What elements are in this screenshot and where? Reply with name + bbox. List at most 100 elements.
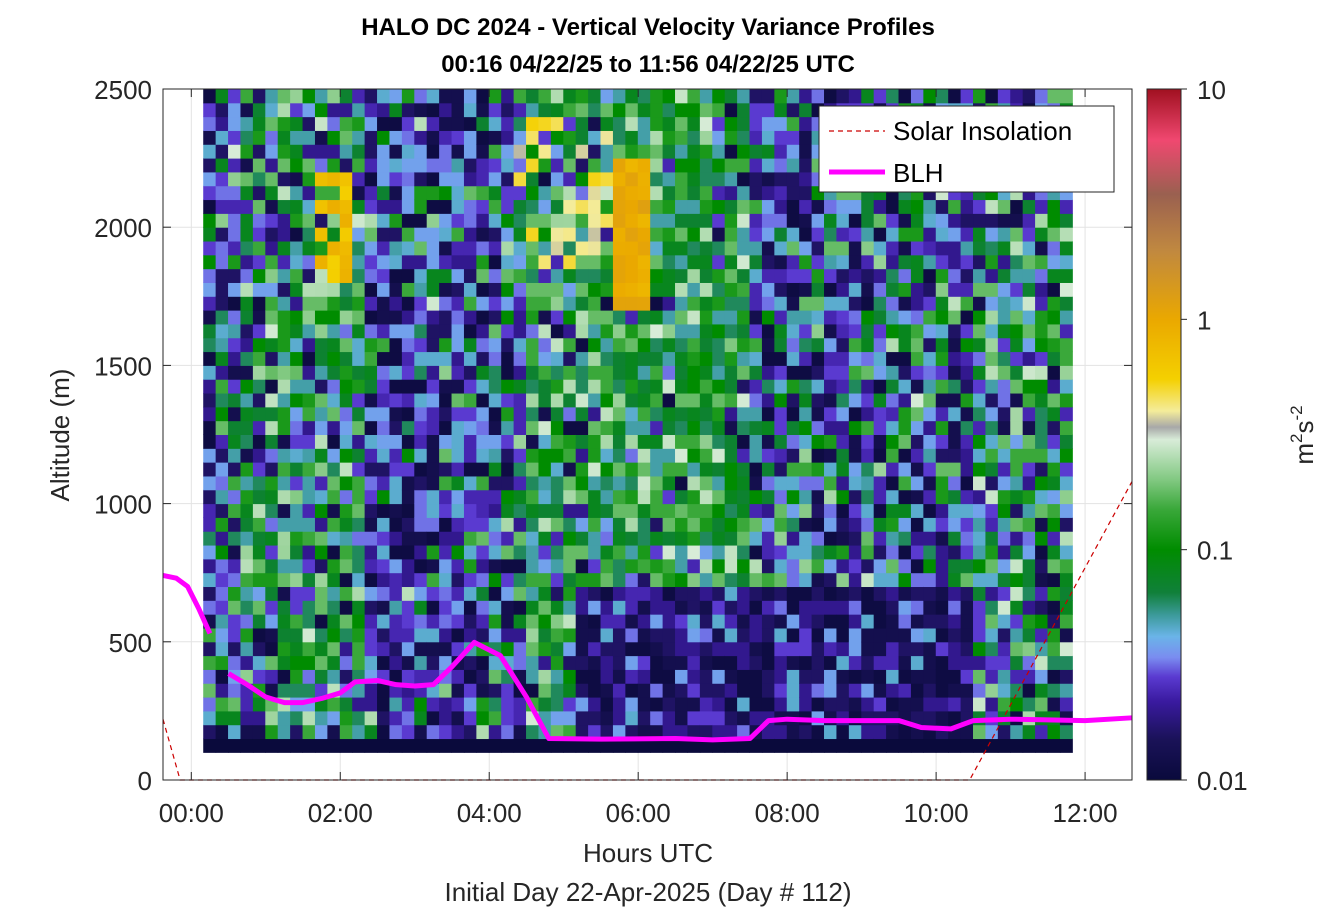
heatmap-cell [662, 130, 676, 145]
heatmap-cell [687, 268, 701, 283]
heatmap-cell [948, 393, 962, 408]
heatmap-cell [501, 296, 515, 311]
heatmap-cell [910, 337, 924, 353]
heatmap-cell [724, 158, 738, 173]
heatmap-cell [910, 420, 924, 435]
heatmap-cell [538, 697, 552, 712]
heatmap-cell [290, 323, 304, 339]
heatmap-cell [240, 517, 254, 532]
heatmap-cell [451, 406, 465, 422]
heatmap-cell [1022, 600, 1036, 615]
heatmap-cell [799, 89, 813, 104]
heatmap-cell [898, 89, 912, 104]
heatmap-cell [1022, 393, 1036, 408]
heatmap-cell [1047, 365, 1061, 380]
heatmap-cell [749, 310, 763, 325]
heatmap-cell [364, 158, 378, 173]
heatmap-cell [389, 558, 403, 574]
heatmap-cell [923, 669, 937, 684]
heatmap-cell [290, 572, 304, 588]
heatmap-cell [352, 171, 366, 187]
heatmap-cell [662, 683, 676, 698]
heatmap-cell [240, 586, 254, 601]
heatmap-cell [538, 558, 552, 574]
heatmap-cell [277, 310, 291, 325]
heatmap-cell [513, 158, 527, 173]
heatmap-cell [612, 296, 626, 311]
heatmap-cell [749, 683, 763, 698]
heatmap-cell [1022, 323, 1036, 339]
heatmap-cell [476, 282, 490, 297]
heatmap-cell [588, 393, 602, 408]
heatmap-cell [836, 323, 850, 339]
heatmap-cell [724, 130, 738, 145]
heatmap-cell [650, 310, 664, 325]
heatmap-cell [824, 545, 837, 560]
heatmap-cell [414, 669, 428, 684]
chart-subtitle: 00:16 04/22/25 to 11:56 04/22/25 UTC [441, 51, 855, 78]
heatmap-cell [302, 641, 316, 657]
heatmap-cell [389, 158, 403, 173]
heatmap-cell [774, 310, 788, 325]
heatmap-cell [203, 144, 217, 159]
heatmap-cell [277, 531, 291, 546]
heatmap-cell [960, 448, 974, 463]
heatmap-cell [824, 227, 837, 242]
heatmap-cell [948, 641, 962, 657]
heatmap-cell [749, 199, 763, 214]
heatmap-cell [687, 213, 701, 228]
heatmap-cell [302, 724, 316, 740]
heatmap-cell [463, 586, 477, 601]
heatmap-cell [377, 489, 390, 505]
heatmap-cell [364, 185, 378, 201]
heatmap-cell [923, 434, 937, 449]
heatmap-cell [538, 406, 552, 422]
heatmap-cell [910, 531, 924, 546]
heatmap-cell [389, 89, 403, 104]
heatmap-cell [488, 241, 502, 256]
heatmap-cell [848, 614, 862, 629]
colorbar-label-base: m [1289, 443, 1319, 465]
heatmap-cell [240, 614, 254, 629]
heatmap-cell [501, 572, 515, 588]
heatmap-cell [612, 254, 626, 270]
heatmap-cell [1059, 738, 1073, 753]
heatmap-cell [389, 337, 403, 353]
heatmap-cell [1047, 614, 1061, 629]
heatmap-cell [501, 558, 515, 574]
heatmap-cell [910, 697, 924, 712]
heatmap-cell [228, 710, 241, 726]
heatmap-cell [302, 710, 316, 726]
heatmap-cell [314, 614, 328, 629]
heatmap-cell [1010, 517, 1024, 532]
heatmap-cell [228, 337, 241, 353]
heatmap-cell [699, 669, 713, 684]
heatmap-cell [277, 614, 291, 629]
heatmap-cell [1035, 627, 1049, 643]
heatmap-cell [848, 600, 862, 615]
heatmap-cell [898, 337, 912, 353]
heatmap-cell [761, 213, 775, 228]
heatmap-cell [761, 365, 775, 380]
heatmap-cell [675, 627, 688, 643]
heatmap-cell [1035, 393, 1049, 408]
heatmap-cell [215, 600, 229, 615]
heatmap-cell [501, 434, 515, 449]
heatmap-cell [625, 365, 639, 380]
heatmap-cell [960, 268, 974, 283]
heatmap-cell [389, 213, 403, 228]
heatmap-cell [960, 254, 974, 270]
heatmap-cell [923, 738, 937, 753]
heatmap-cell [476, 434, 490, 449]
heatmap-cell [1010, 531, 1024, 546]
heatmap-cell [277, 724, 291, 740]
heatmap-cell [513, 434, 527, 449]
heatmap-cell [836, 545, 850, 560]
heatmap-cell [526, 614, 539, 629]
heatmap-cell [215, 434, 229, 449]
heatmap-cell [476, 227, 490, 242]
heatmap-cell [314, 379, 328, 394]
heatmap-cell [588, 462, 602, 477]
heatmap-cell [687, 475, 701, 491]
heatmap-cell [588, 89, 602, 104]
